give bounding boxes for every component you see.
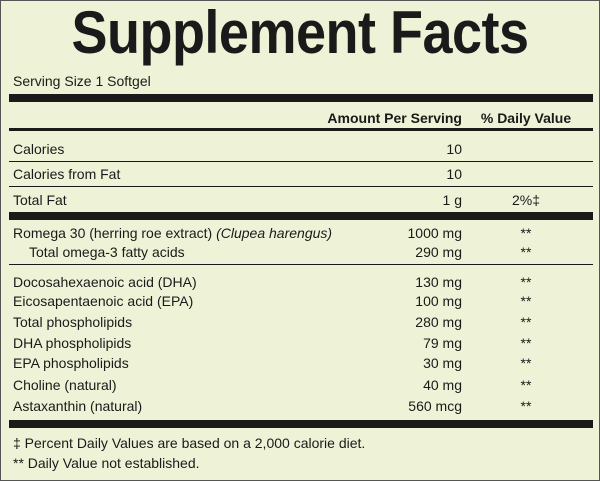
- row-amount: 30 mg: [423, 355, 462, 371]
- row-name-italic: (Clupea harengus): [216, 225, 333, 241]
- row-daily-value: **: [520, 314, 532, 330]
- row-daily-value: **: [520, 355, 532, 371]
- row-amount: 10: [446, 166, 462, 182]
- thin-rule: [9, 186, 593, 187]
- row-amount: 79 mg: [423, 335, 462, 351]
- thick-rule: [9, 420, 593, 428]
- row-name-text: Total omega-3 fatty acids: [29, 244, 185, 260]
- row-amount: 1000 mg: [407, 225, 462, 241]
- rule: [9, 128, 593, 131]
- title: Supplement Facts: [71, 0, 529, 67]
- row-amount: 290 mg: [415, 244, 462, 260]
- thin-rule: [9, 161, 593, 162]
- row-daily-value: **: [520, 377, 532, 393]
- row-name: Choline (natural): [13, 377, 117, 393]
- row-name: DHA phospholipids: [13, 335, 131, 351]
- row-name: Total phospholipids: [13, 314, 132, 330]
- thin-rule: [9, 264, 593, 265]
- row-name-text: Total phospholipids: [13, 314, 133, 330]
- row-amount: 280 mg: [415, 314, 462, 330]
- row-daily-value: **: [520, 335, 532, 351]
- row-name-text: EPA phospholipids: [13, 355, 129, 371]
- row-daily-value: **: [520, 398, 532, 414]
- row-name-text: Choline (natural): [13, 377, 117, 393]
- row-daily-value: **: [520, 274, 532, 290]
- row-name: Astaxanthin (natural): [13, 398, 142, 414]
- row-daily-value: 2%‡: [511, 192, 541, 208]
- footnote: ‡ Percent Daily Values are based on a 2,…: [13, 435, 366, 451]
- row-daily-value: **: [520, 225, 532, 241]
- row-name: Eicosapentaenoic acid (EPA): [13, 293, 193, 309]
- row-name: Calories from Fat: [13, 166, 120, 182]
- row-name: EPA phospholipids: [13, 355, 129, 371]
- row-amount: 560 mcg: [408, 398, 462, 414]
- row-name-text: DHA phospholipids: [13, 335, 132, 351]
- serving-size: Serving Size 1 Softgel: [13, 73, 151, 89]
- row-name: Total omega-3 fatty acids: [29, 244, 185, 260]
- thick-rule: [9, 94, 593, 102]
- row-name-text: Docosahexaenoic acid (DHA): [13, 274, 197, 290]
- row-amount: 100 mg: [415, 293, 462, 309]
- row-amount: 130 mg: [415, 274, 462, 290]
- row-name-text: Calories: [13, 141, 65, 157]
- row-name-text: Calories from Fat: [13, 166, 121, 182]
- row-name-text: Romega 30 (herring roe extract): [13, 225, 213, 241]
- row-name-text: Eicosapentaenoic acid (EPA): [13, 293, 194, 309]
- row-daily-value: **: [520, 244, 532, 260]
- column-header: Amount Per Serving: [327, 110, 462, 126]
- column-header: % Daily Value: [480, 110, 572, 126]
- row-name-text: Total Fat: [13, 192, 67, 208]
- row-name: Total Fat: [13, 192, 67, 208]
- row-name: Docosahexaenoic acid (DHA): [13, 274, 197, 290]
- row-amount: 40 mg: [423, 377, 462, 393]
- row-name: Romega 30 (herring roe extract) (Clupea …: [13, 225, 332, 241]
- thick-rule: [9, 212, 593, 220]
- row-amount: 1 g: [442, 192, 462, 208]
- footnote: ** Daily Value not established.: [13, 455, 200, 471]
- row-amount: 10: [446, 141, 462, 157]
- row-daily-value: **: [520, 293, 532, 309]
- row-name: Calories: [13, 141, 64, 157]
- row-name-text: Astaxanthin (natural): [13, 398, 143, 414]
